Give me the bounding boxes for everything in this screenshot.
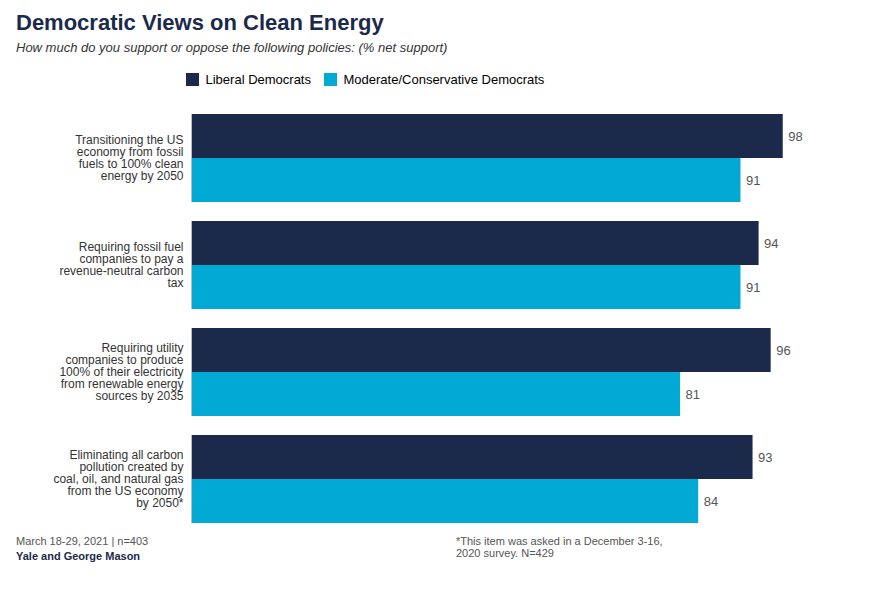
svg-text:96: 96 (776, 342, 790, 357)
html-text:Liberal Democrats: Liberal Democrats (205, 72, 311, 87)
svg-text:91: 91 (746, 172, 760, 187)
svg-text:81: 81 (686, 386, 700, 401)
svg-text:Requiring fossil fuelcompanies: Requiring fossil fuelcompanies to pay ar… (59, 240, 183, 290)
html-text:March 18-29, 2021 | n=403: March 18-29, 2021 | n=403 (16, 534, 149, 547)
svg-text:Requiring utilitycompanies to: Requiring utilitycompanies to produce100… (59, 341, 183, 403)
svg-text:91: 91 (746, 279, 760, 294)
svg-text:Eliminating all carbonpollutio: Eliminating all carbonpollution created … (53, 448, 183, 510)
svg-text:94: 94 (764, 235, 778, 250)
html-text:Yale and George Mason: Yale and George Mason (16, 549, 141, 562)
html-text:*This item was asked in a Dece: *This item was asked in a December 3-16,… (456, 534, 663, 559)
html-text:Moderate/Conservative Democrat: Moderate/Conservative Democrats (343, 72, 545, 87)
html-text:How much do you support or opp: How much do you support or oppose the fo… (16, 40, 448, 55)
svg-text:Transitioning the USeconomy fr: Transitioning the USeconomy from fossilf… (75, 133, 184, 183)
html-text:Democratic Views on Clean Ener: Democratic Views on Clean Energy (16, 10, 384, 35)
svg-text:98: 98 (788, 128, 802, 143)
svg-text:84: 84 (704, 493, 718, 508)
svg-text:93: 93 (758, 449, 772, 464)
